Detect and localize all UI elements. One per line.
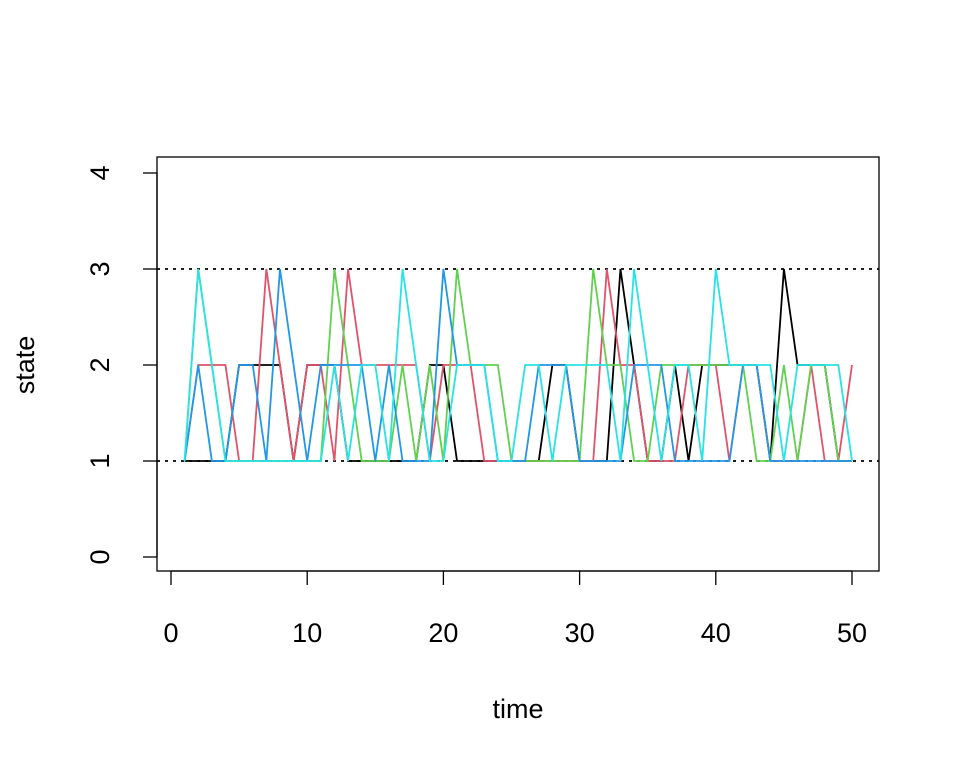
x-tick-label: 10 — [292, 618, 322, 648]
x-tick-label: 20 — [428, 618, 458, 648]
y-tick-label: 0 — [85, 549, 115, 564]
x-axis-label: time — [492, 694, 543, 724]
y-tick-label: 4 — [85, 165, 115, 180]
x-tick-label: 50 — [837, 618, 867, 648]
y-tick-label: 1 — [85, 453, 115, 468]
x-tick-label: 30 — [565, 618, 595, 648]
x-tick-label: 40 — [701, 618, 731, 648]
plot-box — [156, 156, 880, 572]
x-tick-label: 0 — [163, 618, 178, 648]
series-line-4 — [183, 268, 852, 462]
y-axis-label: state — [10, 336, 40, 395]
y-tick-label: 3 — [85, 261, 115, 276]
series-line-5 — [183, 268, 853, 462]
y-tick-label: 2 — [85, 357, 115, 372]
